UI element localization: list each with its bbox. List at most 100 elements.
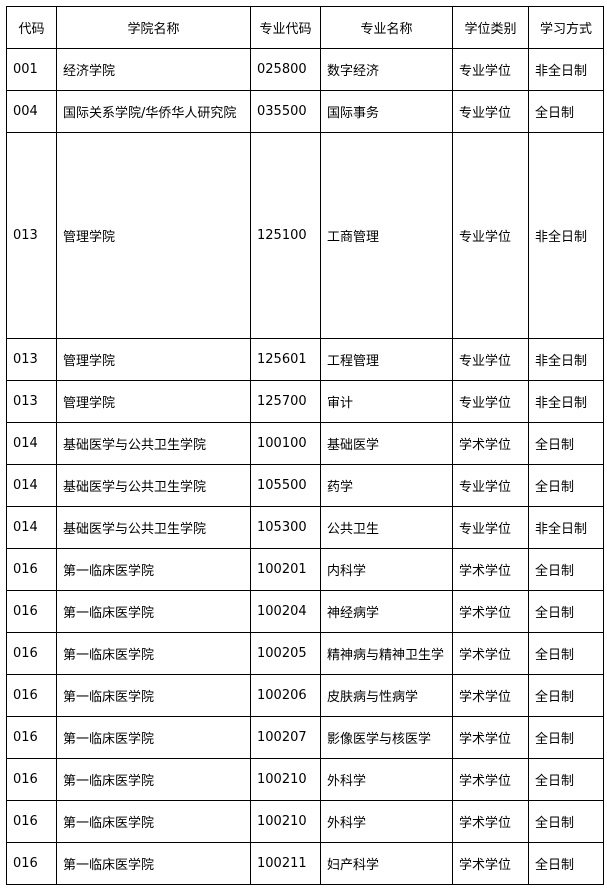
table-cell: 公共卫生 (320, 506, 453, 549)
table-cell: 016 (6, 674, 57, 717)
table-cell: 专业学位 (452, 132, 529, 339)
table-cell: 001 (6, 48, 57, 91)
table-cell: 013 (6, 380, 57, 423)
table-cell: 013 (6, 132, 57, 339)
table-cell: 014 (6, 464, 57, 507)
table-cell: 105500 (250, 464, 321, 507)
table-cell: 105300 (250, 506, 321, 549)
table-cell: 全日制 (528, 548, 604, 591)
table-cell: 016 (6, 800, 57, 843)
table-cell: 016 (6, 548, 57, 591)
table-cell: 025800 (250, 48, 321, 91)
table-cell: 皮肤病与性病学 (320, 674, 453, 717)
table-cell: 100211 (250, 842, 321, 885)
table-cell: 管理学院 (56, 132, 251, 339)
table-cell: 管理学院 (56, 380, 251, 423)
table-row: 016 第一临床医学院 100210 外科学 学术学位 全日制 (6, 758, 604, 801)
table-row: 016 第一临床医学院 100210 外科学 学术学位 全日制 (6, 800, 604, 843)
table-cell: 全日制 (528, 674, 604, 717)
header-cell: 代码 (6, 6, 57, 49)
table-cell: 004 (6, 90, 57, 133)
table-cell: 工程管理 (320, 338, 453, 381)
table-row: 013 管理学院 125601 工程管理 专业学位 非全日制 (6, 338, 604, 381)
table-cell: 审计 (320, 380, 453, 423)
table-cell: 基础医学与公共卫生学院 (56, 506, 251, 549)
table-cell: 基础医学与公共卫生学院 (56, 464, 251, 507)
table-row: 001 经济学院 025800 数字经济 专业学位 非全日制 (6, 48, 604, 91)
table-cell: 国际关系学院/华侨华人研究院 (56, 90, 251, 133)
table-cell: 学术学位 (452, 800, 529, 843)
table-cell: 全日制 (528, 464, 604, 507)
header-cell: 专业代码 (250, 6, 321, 49)
table-cell: 精神病与精神卫生学 (320, 632, 453, 675)
table-cell: 国际事务 (320, 90, 453, 133)
table-cell: 经济学院 (56, 48, 251, 91)
table-cell: 016 (6, 716, 57, 759)
table-cell: 全日制 (528, 632, 604, 675)
header-cell: 学习方式 (528, 6, 604, 49)
table-cell: 外科学 (320, 800, 453, 843)
table-cell: 学术学位 (452, 590, 529, 633)
table-cell: 全日制 (528, 422, 604, 465)
table-cell: 014 (6, 422, 57, 465)
table-cell: 016 (6, 632, 57, 675)
table-row: 016 第一临床医学院 100206 皮肤病与性病学 学术学位 全日制 (6, 674, 604, 717)
header-cell: 学院名称 (56, 6, 251, 49)
table-cell: 专业学位 (452, 338, 529, 381)
table-cell: 非全日制 (528, 132, 604, 339)
table-cell: 管理学院 (56, 338, 251, 381)
table-cell: 第一临床医学院 (56, 758, 251, 801)
table-cell: 全日制 (528, 758, 604, 801)
table-cell: 药学 (320, 464, 453, 507)
table-cell: 学术学位 (452, 674, 529, 717)
table-cell: 第一临床医学院 (56, 674, 251, 717)
table-row: 004 国际关系学院/华侨华人研究院 035500 国际事务 专业学位 全日制 (6, 90, 604, 133)
table-cell: 学术学位 (452, 548, 529, 591)
table-cell: 016 (6, 590, 57, 633)
table-cell: 014 (6, 506, 57, 549)
table-cell: 外科学 (320, 758, 453, 801)
table-cell: 专业学位 (452, 506, 529, 549)
table-cell: 学术学位 (452, 842, 529, 885)
table-cell: 影像医学与核医学 (320, 716, 453, 759)
table-row: 016 第一临床医学院 100211 妇产科学 学术学位 全日制 (6, 842, 604, 885)
header-cell: 学位类别 (452, 6, 529, 49)
table-cell: 非全日制 (528, 48, 604, 91)
table-cell: 全日制 (528, 800, 604, 843)
table-cell: 非全日制 (528, 506, 604, 549)
table-row: 016 第一临床医学院 100204 神经病学 学术学位 全日制 (6, 590, 604, 633)
table-cell: 妇产科学 (320, 842, 453, 885)
table-cell: 第一临床医学院 (56, 800, 251, 843)
table-row: 016 第一临床医学院 100207 影像医学与核医学 学术学位 全日制 (6, 716, 604, 759)
table-cell: 100210 (250, 758, 321, 801)
table-cell: 学术学位 (452, 758, 529, 801)
table-row: 013 管理学院 125700 审计 专业学位 非全日制 (6, 380, 604, 423)
table-cell: 100207 (250, 716, 321, 759)
table-cell: 100100 (250, 422, 321, 465)
table-row: 016 第一临床医学院 100201 内科学 学术学位 全日制 (6, 548, 604, 591)
table-cell: 第一临床医学院 (56, 716, 251, 759)
table-cell: 专业学位 (452, 90, 529, 133)
table-cell: 学术学位 (452, 716, 529, 759)
table-cell: 学术学位 (452, 422, 529, 465)
table-cell: 100210 (250, 800, 321, 843)
table-row: 013 管理学院 125100 工商管理 专业学位 非全日制 (6, 132, 604, 339)
table-cell: 工商管理 (320, 132, 453, 339)
table-cell: 125100 (250, 132, 321, 339)
table-cell: 第一临床医学院 (56, 632, 251, 675)
table-cell: 基础医学 (320, 422, 453, 465)
table-cell: 专业学位 (452, 380, 529, 423)
table-cell: 专业学位 (452, 464, 529, 507)
table-cell: 专业学位 (452, 48, 529, 91)
table-cell: 全日制 (528, 90, 604, 133)
header-cell: 专业名称 (320, 6, 453, 49)
table-cell: 125601 (250, 338, 321, 381)
table-cell: 全日制 (528, 590, 604, 633)
table-row: 014 基础医学与公共卫生学院 105500 药学 专业学位 全日制 (6, 464, 604, 507)
table-cell: 第一临床医学院 (56, 842, 251, 885)
table-cell: 016 (6, 758, 57, 801)
table-cell: 数字经济 (320, 48, 453, 91)
table-cell: 013 (6, 338, 57, 381)
table-cell: 非全日制 (528, 338, 604, 381)
